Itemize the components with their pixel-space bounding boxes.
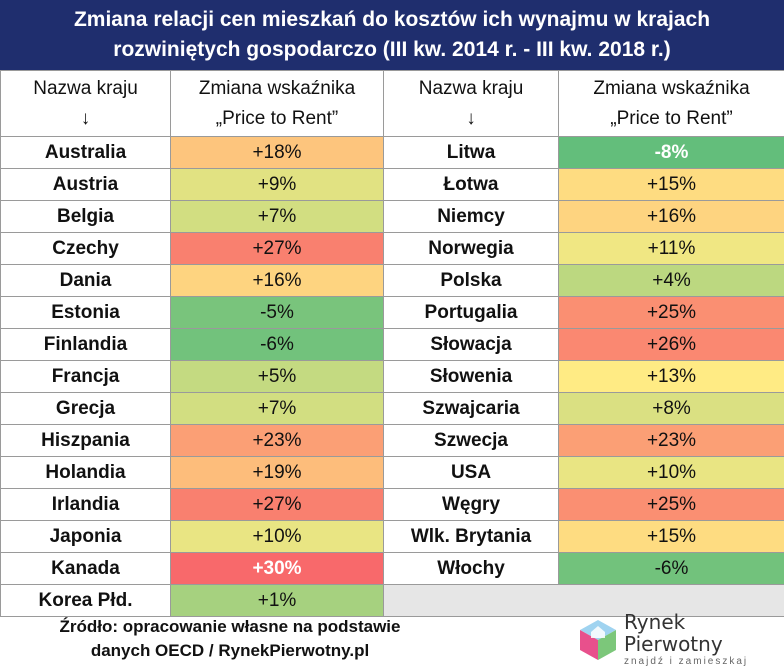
header-country-left: Nazwa kraju ↓ — [0, 70, 171, 137]
country-cell: Hiszpania — [0, 424, 171, 457]
price-to-rent-table: Nazwa kraju ↓ Zmiana wskaźnika „Price to… — [0, 70, 784, 617]
country-cell: Włochy — [383, 552, 559, 585]
chart-title: Zmiana relacji cen mieszkań do kosztów i… — [0, 0, 784, 70]
country-cell: Niemcy — [383, 200, 559, 233]
country-cell: Finlandia — [0, 328, 171, 361]
table-row: Grecja +7% Szwajcaria +8% — [0, 392, 784, 425]
table-row: Finlandia -6% Słowacja +26% — [0, 328, 784, 361]
value-cell: +26% — [558, 328, 784, 361]
country-cell: Łotwa — [383, 168, 559, 201]
table-row: Irlandia +27% Węgry +25% — [0, 488, 784, 521]
logo-tagline: znajdź i zamieszkaj — [624, 656, 749, 667]
header-value-sublabel: „Price to Rent” — [215, 107, 339, 129]
value-cell: +15% — [558, 168, 784, 201]
value-cell: +9% — [170, 168, 384, 201]
value-cell: +27% — [170, 488, 384, 521]
value-cell: +19% — [170, 456, 384, 489]
value-cell: +16% — [558, 200, 784, 233]
country-cell: Wlk. Brytania — [383, 520, 559, 553]
value-cell: +18% — [170, 136, 384, 169]
country-cell: Polska — [383, 264, 559, 297]
country-cell: Holandia — [0, 456, 171, 489]
chart-title-line-1: Zmiana relacji cen mieszkań do kosztów i… — [73, 8, 711, 31]
country-cell: Słowacja — [383, 328, 559, 361]
country-cell: USA — [383, 456, 559, 489]
table-row: Japonia +10% Wlk. Brytania +15% — [0, 520, 784, 553]
brand-logo: Rynek Pierwotny znajdź i zamieszkaj — [578, 611, 778, 667]
country-cell: Norwegia — [383, 232, 559, 265]
header-value-label: Zmiana wskaźnika — [593, 77, 750, 99]
value-cell: +13% — [558, 360, 784, 393]
source-note: Źródło: opracowanie własne na podstawie … — [0, 615, 460, 663]
value-cell: +30% — [170, 552, 384, 585]
value-cell: -6% — [558, 552, 784, 585]
source-line-1: Źródło: opracowanie własne na podstawie — [59, 617, 401, 636]
country-cell: Słowenia — [383, 360, 559, 393]
country-cell: Australia — [0, 136, 171, 169]
header-country-right: Nazwa kraju ↓ — [383, 70, 559, 137]
value-cell: +25% — [558, 488, 784, 521]
country-cell: Francja — [0, 360, 171, 393]
table-row: Dania +16% Polska +4% — [0, 264, 784, 297]
header-value-left: Zmiana wskaźnika „Price to Rent” — [170, 70, 384, 137]
header-country-arrow: ↓ — [80, 107, 91, 129]
header-country-label: Nazwa kraju — [418, 77, 524, 99]
country-cell: Kanada — [0, 552, 171, 585]
header-country-arrow: ↓ — [466, 107, 476, 129]
table-row: Francja +5% Słowenia +13% — [0, 360, 784, 393]
header-country-label: Nazwa kraju — [33, 77, 138, 99]
table-row: Korea Płd. +1% — [0, 584, 784, 617]
table-row: Australia +18% Litwa -8% — [0, 136, 784, 169]
table-body: Australia +18% Litwa -8% Austria +9% Łotwa +15%… — [0, 136, 784, 617]
table-row: Czechy +27% Norwegia +11% — [0, 232, 784, 265]
value-cell: -6% — [170, 328, 384, 361]
value-cell: +1% — [170, 584, 384, 617]
value-cell: +5% — [170, 360, 384, 393]
table-row: Belgia +7% Niemcy +16% — [0, 200, 784, 233]
table-row: Estonia -5% Portugalia +25% — [0, 296, 784, 329]
value-cell: +11% — [558, 232, 784, 265]
table-row: Holandia +19% USA +10% — [0, 456, 784, 489]
country-cell: Szwajcaria — [383, 392, 559, 425]
table-row: Hiszpania +23% Szwecja +23% — [0, 424, 784, 457]
value-cell: -5% — [170, 296, 384, 329]
house-cube-logo-icon — [580, 620, 616, 660]
value-cell: +4% — [558, 264, 784, 297]
value-cell: +25% — [558, 296, 784, 329]
header-value-sublabel: „Price to Rent” — [610, 107, 733, 129]
country-cell: Grecja — [0, 392, 171, 425]
value-cell: -8% — [558, 136, 784, 169]
chart-title-line-2: rozwiniętych gospodarczo (III kw. 2014 r… — [113, 38, 671, 61]
country-cell: Litwa — [383, 136, 559, 169]
country-cell: Korea Płd. — [0, 584, 171, 617]
value-cell: +16% — [170, 264, 384, 297]
value-cell: +8% — [558, 392, 784, 425]
value-cell: +10% — [170, 520, 384, 553]
country-cell: Dania — [0, 264, 171, 297]
table-header-row: Nazwa kraju ↓ Zmiana wskaźnika „Price to… — [0, 70, 784, 137]
country-cell: Czechy — [0, 232, 171, 265]
table-row: Kanada +30% Włochy -6% — [0, 552, 784, 585]
country-cell: Irlandia — [0, 488, 171, 521]
header-value-label: Zmiana wskaźnika — [198, 77, 356, 99]
value-cell: +27% — [170, 232, 384, 265]
country-cell: Japonia — [0, 520, 171, 553]
value-cell: +7% — [170, 392, 384, 425]
value-cell: +23% — [170, 424, 384, 457]
empty-cell — [383, 584, 784, 617]
value-cell: +23% — [558, 424, 784, 457]
table-row: Austria +9% Łotwa +15% — [0, 168, 784, 201]
country-cell: Portugalia — [383, 296, 559, 329]
country-cell: Węgry — [383, 488, 559, 521]
country-cell: Szwecja — [383, 424, 559, 457]
country-cell: Austria — [0, 168, 171, 201]
country-cell: Estonia — [0, 296, 171, 329]
value-cell: +15% — [558, 520, 784, 553]
source-line-2: danych OECD / RynekPierwotny.pl — [90, 641, 370, 660]
logo-name: Rynek Pierwotny — [624, 610, 723, 656]
value-cell: +7% — [170, 200, 384, 233]
country-cell: Belgia — [0, 200, 171, 233]
value-cell: +10% — [558, 456, 784, 489]
header-value-right: Zmiana wskaźnika „Price to Rent” — [558, 70, 784, 137]
